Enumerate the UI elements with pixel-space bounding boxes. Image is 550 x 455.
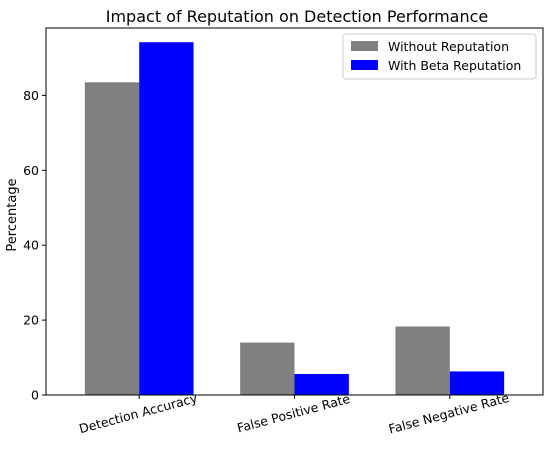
legend-swatch-0 xyxy=(351,41,378,51)
bars-group xyxy=(84,42,505,395)
bar-without-reputation-2 xyxy=(395,326,450,395)
y-axis: 0 20 40 60 80 xyxy=(23,88,46,403)
legend: Without Reputation With Beta Reputation xyxy=(342,33,537,80)
y-tick-label: 60 xyxy=(23,163,39,178)
y-tick-label: 20 xyxy=(23,313,39,328)
y-tick-label: 80 xyxy=(23,88,39,103)
y-axis-label: Percentage xyxy=(5,178,20,251)
bar-without-reputation-0 xyxy=(84,82,140,395)
legend-label-0: Without Reputation xyxy=(388,39,509,54)
legend-box xyxy=(342,33,537,80)
x-tick-label: False Positive Rate xyxy=(235,391,351,436)
plot-frame xyxy=(45,27,544,396)
bar-with-beta-reputation-1 xyxy=(294,374,349,395)
chart-title: Impact of Reputation on Detection Perfor… xyxy=(106,7,489,26)
y-tick-label: 40 xyxy=(23,238,39,253)
legend-label-1: With Beta Reputation xyxy=(388,58,521,73)
bar-with-beta-reputation-2 xyxy=(449,371,505,395)
x-axis: Detection Accuracy False Positive Rate Fal… xyxy=(77,390,511,437)
x-tick-label: Detection Accuracy xyxy=(77,390,199,436)
x-tick-label: False Negative Rate xyxy=(387,390,511,437)
bar-with-beta-reputation-0 xyxy=(139,42,194,395)
bar-without-reputation-1 xyxy=(240,342,295,395)
y-tick-label: 0 xyxy=(31,388,39,403)
legend-swatch-1 xyxy=(351,60,378,70)
